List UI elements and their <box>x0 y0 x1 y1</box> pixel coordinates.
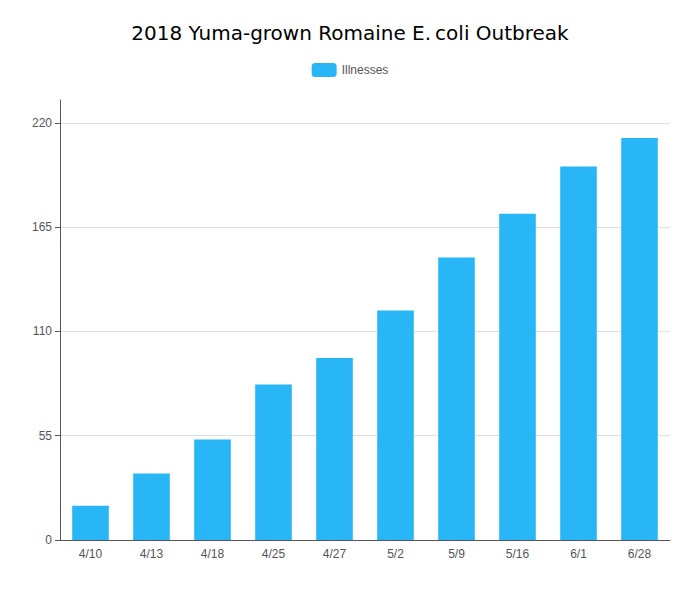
svg-text:4/13: 4/13 <box>140 547 164 561</box>
svg-text:5/9: 5/9 <box>448 547 465 561</box>
svg-text:2018 Yuma-grown Romaine E. col: 2018 Yuma-grown Romaine E. coli Outbreak <box>131 21 569 45</box>
svg-text:6/1: 6/1 <box>570 547 587 561</box>
svg-text:Illnesses: Illnesses <box>342 63 389 77</box>
svg-text:55: 55 <box>39 429 53 443</box>
svg-text:220: 220 <box>32 116 52 130</box>
svg-text:4/18: 4/18 <box>201 547 225 561</box>
svg-text:165: 165 <box>32 220 52 234</box>
svg-text:4/25: 4/25 <box>262 547 286 561</box>
svg-text:4/27: 4/27 <box>323 547 347 561</box>
svg-text:5/2: 5/2 <box>387 547 404 561</box>
svg-text:4/10: 4/10 <box>79 547 103 561</box>
svg-text:6/28: 6/28 <box>628 547 652 561</box>
svg-text:110: 110 <box>33 324 52 338</box>
svg-text:5/16: 5/16 <box>506 547 530 561</box>
svg-text:0: 0 <box>45 533 52 547</box>
